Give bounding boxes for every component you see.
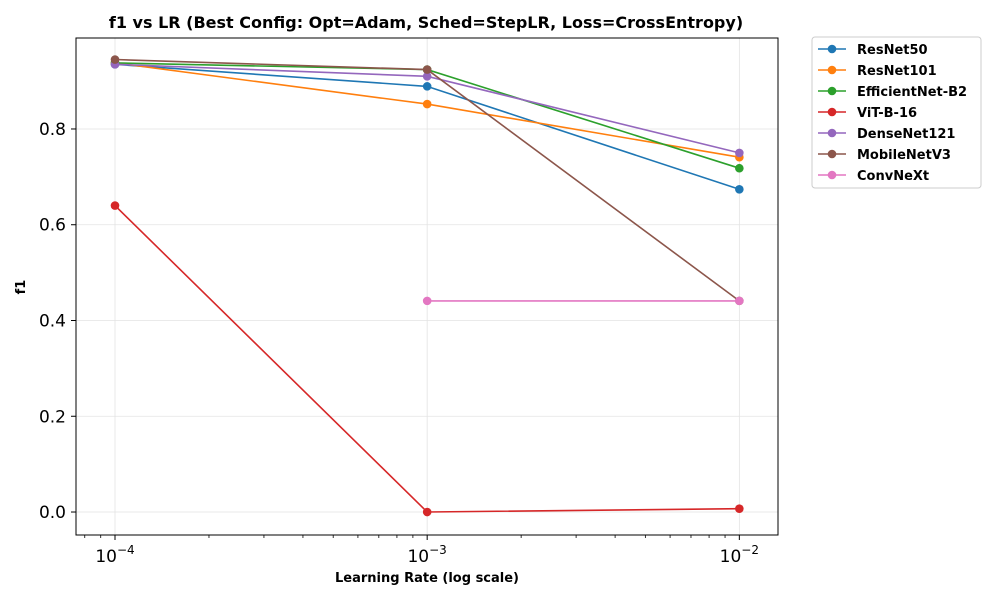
legend-entry: ResNet101 <box>818 64 937 79</box>
data-point <box>110 201 120 210</box>
y-tick-label: 0.6 <box>39 216 66 236</box>
x-axis: 10−4 10−3 10−2 <box>84 535 759 567</box>
data-point <box>735 504 744 513</box>
legend-marker <box>827 128 837 138</box>
legend: ResNet50 ResNet101 EfficientNet-B2 ViT-B-16… <box>811 36 982 189</box>
y-axis: 0.0 0.2 0.4 0.6 0.8 <box>39 120 76 523</box>
chart-title: f1 vs LR (Best Config: Opt=Adam, Sched=S… <box>109 13 743 32</box>
legend-marker <box>827 44 837 54</box>
data-point <box>422 507 432 517</box>
x-axis-title: Learning Rate (log scale) <box>335 571 519 586</box>
legend-entry: EfficientNet-B2 <box>818 85 967 100</box>
legend-entry: ConvNeXt <box>818 169 929 184</box>
x-tick-label: 10−4 <box>95 543 134 567</box>
y-tick-label: 0.4 <box>39 311 66 331</box>
series-vit-b-16 <box>110 201 744 517</box>
legend-marker <box>827 107 837 117</box>
x-tick-label: 10−2 <box>720 543 759 567</box>
legend-marker <box>827 170 837 180</box>
legend-label: MobileNetV3 <box>857 148 951 163</box>
legend-label: EfficientNet-B2 <box>857 85 967 100</box>
legend-marker <box>827 149 837 159</box>
series-convnext <box>422 296 744 306</box>
data-point <box>422 296 432 306</box>
legend-label: ResNet50 <box>857 43 928 58</box>
y-axis-title: f1 <box>14 280 29 295</box>
grid-lines <box>76 38 778 535</box>
legend-entry: ViT-B-16 <box>818 106 917 121</box>
data-point <box>735 296 744 306</box>
data-point <box>422 82 432 91</box>
data-point <box>735 185 744 194</box>
legend-entry: DenseNet121 <box>818 127 955 142</box>
legend-label: ResNet101 <box>857 64 937 79</box>
y-tick-label: 0.0 <box>39 503 66 523</box>
data-point <box>422 99 432 109</box>
data-point <box>422 65 432 74</box>
data-point <box>735 163 744 173</box>
data-point <box>422 72 432 81</box>
y-tick-label: 0.2 <box>39 407 66 427</box>
legend-entry: ResNet50 <box>818 43 928 58</box>
legend-marker <box>827 65 837 75</box>
data-point <box>735 148 744 158</box>
x-tick-label: 10−3 <box>407 543 446 567</box>
legend-label: DenseNet121 <box>857 127 955 142</box>
legend-label: ConvNeXt <box>857 169 929 184</box>
legend-marker <box>827 86 837 96</box>
data-point <box>110 55 120 64</box>
legend-label: ViT-B-16 <box>857 106 917 121</box>
legend-box <box>811 36 982 189</box>
legend-entry: MobileNetV3 <box>818 148 951 163</box>
series-layer <box>110 55 744 517</box>
y-tick-label: 0.8 <box>39 120 66 140</box>
